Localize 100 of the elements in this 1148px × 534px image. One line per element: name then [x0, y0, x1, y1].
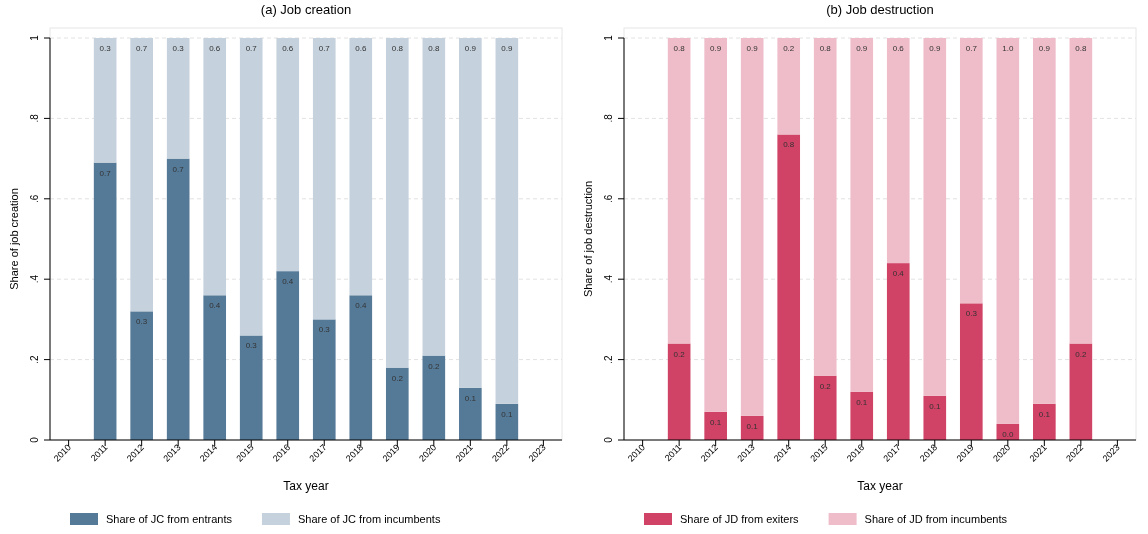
data-label: 0.1 [856, 397, 868, 407]
bar [385, 38, 409, 368]
data-label: 0.4 [282, 277, 294, 287]
bar [704, 411, 727, 440]
data-label: 0.9 [501, 44, 513, 53]
bar [166, 38, 190, 159]
bar [130, 311, 153, 440]
data-label: 0.6 [209, 44, 221, 53]
bar [203, 38, 227, 296]
data-label: 1.0 [1002, 44, 1014, 53]
bar [923, 395, 947, 440]
data-label: 0.2 [428, 361, 440, 371]
chart-title: (b) Job destruction [826, 2, 934, 17]
bar [667, 343, 691, 440]
data-label: 0.3 [245, 341, 258, 351]
x-axis-title: Tax year [283, 479, 329, 493]
legend-label: Share of JC from entrants [106, 513, 233, 525]
bar [130, 38, 153, 312]
data-label: 0.2 [819, 381, 832, 391]
bar [239, 335, 263, 440]
bar [459, 38, 482, 388]
bar [777, 38, 801, 135]
data-label: 0.9 [746, 44, 759, 53]
data-label: 0.1 [1038, 409, 1051, 419]
bar [495, 403, 519, 440]
bar [1069, 38, 1093, 344]
bar [93, 38, 117, 163]
bar [1069, 343, 1093, 440]
data-label: 0.6 [892, 44, 905, 53]
bar [850, 38, 874, 392]
bar [959, 303, 983, 440]
data-label: 0.8 [391, 44, 404, 53]
data-label: 0.7 [245, 44, 258, 53]
bar [850, 391, 874, 440]
data-label: 0.8 [819, 44, 832, 53]
bar [667, 38, 691, 344]
data-label: 0.1 [710, 417, 722, 427]
data-label: 0.2 [391, 373, 404, 383]
data-label: 0.9 [1038, 44, 1051, 53]
legend-label: Share of JD from exiters [680, 513, 800, 525]
data-label: 0.4 [209, 301, 221, 311]
bar [740, 38, 764, 416]
bar [349, 38, 373, 296]
data-label: 0.7 [99, 168, 112, 178]
y-axis-title: Share of job destruction [582, 180, 594, 298]
data-label: 0.8 [428, 44, 440, 53]
bar [777, 134, 801, 440]
data-label: 0.3 [99, 44, 112, 53]
bar [1033, 38, 1056, 404]
bar [203, 295, 227, 440]
bar [996, 38, 1020, 424]
bar [704, 38, 727, 412]
y-tick-label: 1 [603, 34, 614, 41]
bar [385, 367, 409, 440]
y-axis-title: Share of job creation [8, 188, 20, 290]
bar [740, 415, 764, 440]
bar [886, 38, 910, 264]
bar [886, 263, 910, 440]
data-label: 0.1 [464, 393, 477, 403]
data-label: 0.6 [355, 44, 367, 53]
data-label: 0.9 [464, 44, 477, 53]
data-label: 0.8 [673, 44, 686, 53]
data-label: 0.3 [965, 309, 978, 319]
x-axis-title: Tax year [857, 479, 903, 493]
bar [349, 295, 373, 440]
y-tick-label: .6 [603, 194, 614, 203]
bar [166, 158, 190, 440]
bar [422, 38, 446, 356]
bar [459, 387, 482, 440]
bar [239, 38, 263, 336]
y-tick-label: .4 [603, 274, 614, 284]
data-label: 0.2 [673, 349, 686, 359]
bar [923, 38, 947, 396]
bar [813, 38, 837, 376]
bar [276, 271, 300, 440]
data-label: 0.3 [318, 325, 331, 335]
data-label: 0.7 [172, 164, 185, 174]
data-label: 0.2 [783, 44, 795, 53]
legend-label: Share of JC from incumbents [297, 513, 441, 525]
data-label: 0.1 [929, 401, 941, 411]
data-label: 0.9 [856, 44, 868, 53]
bar [495, 38, 519, 404]
chart-title: (a) Job creation [260, 2, 352, 17]
data-label: 0.9 [710, 44, 722, 53]
y-tick-label: 0 [603, 436, 614, 443]
data-label: 0.3 [136, 317, 148, 327]
data-label: 0.1 [501, 409, 513, 419]
bar [959, 38, 983, 304]
bar [312, 38, 336, 320]
y-tick-label: 0 [29, 436, 40, 443]
bar [276, 38, 300, 272]
bar [813, 375, 837, 440]
data-label: 0.4 [355, 301, 367, 311]
y-tick-label: .2 [29, 354, 40, 364]
y-tick-label: .6 [29, 194, 40, 203]
bar [93, 162, 117, 440]
data-label: 0.4 [892, 269, 905, 279]
data-label: 0.3 [172, 44, 185, 53]
bar [1033, 403, 1056, 440]
data-label: 0.9 [929, 44, 941, 53]
